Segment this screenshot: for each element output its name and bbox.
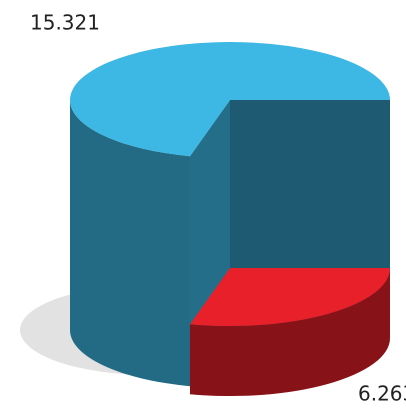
- slice-top: [70, 42, 390, 157]
- data-label: 15.321: [30, 11, 100, 35]
- shade: [190, 268, 391, 397]
- slice-side: [69, 100, 190, 387]
- slice-top: [190, 268, 391, 327]
- slice-side: [190, 268, 391, 397]
- shade: [69, 100, 190, 387]
- data-label: 6.263: [358, 382, 406, 406]
